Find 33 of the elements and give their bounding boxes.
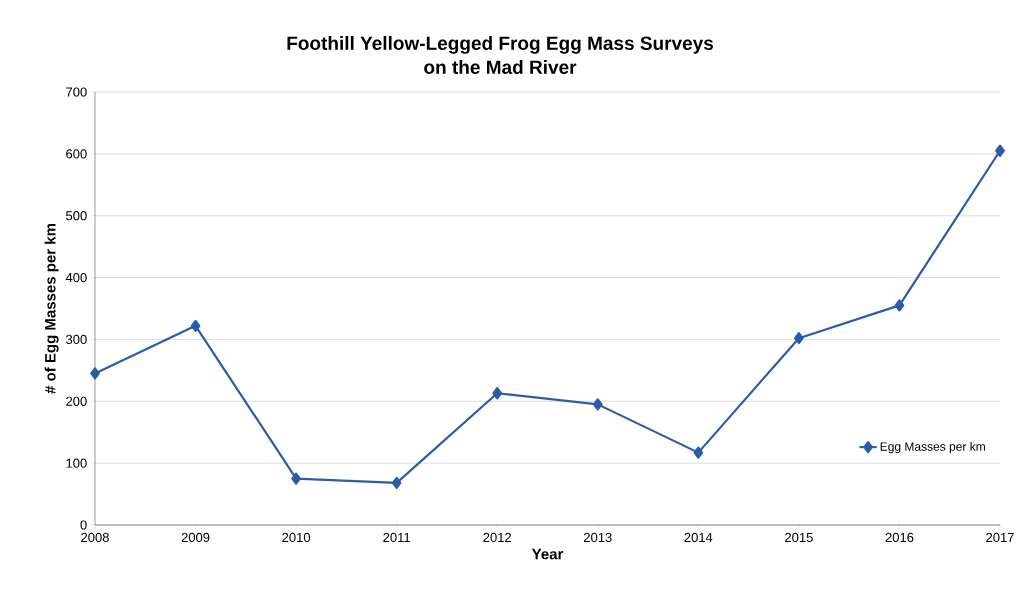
legend-label: Egg Masses per km bbox=[880, 441, 985, 454]
y-tick-label: 200 bbox=[66, 396, 87, 406]
x-axis-title: Year bbox=[531, 548, 564, 560]
y-tick-label: 300 bbox=[66, 334, 87, 345]
x-tick-label: 2015 bbox=[785, 532, 813, 542]
y-tick-label: 400 bbox=[65, 272, 87, 283]
point bbox=[90, 367, 100, 380]
point bbox=[391, 476, 402, 490]
point bbox=[995, 144, 1005, 157]
x-tick-label: 2010 bbox=[282, 532, 311, 542]
chart-title: Foothill Yellow-Legged Frog Egg Mass Surveys bbox=[287, 36, 714, 54]
y-axis-title: # of Egg Masses per km bbox=[44, 224, 59, 394]
y-tick-label: 0 bbox=[80, 520, 87, 530]
x-tick-label: 2017 bbox=[986, 532, 1014, 542]
y-tick-label: 100 bbox=[66, 458, 87, 468]
y-tick-label: 600 bbox=[66, 149, 87, 159]
x-tick-label: 2012 bbox=[483, 532, 512, 542]
point bbox=[794, 332, 804, 345]
x-tick-label: 2014 bbox=[684, 532, 713, 542]
point bbox=[592, 398, 603, 411]
point bbox=[693, 446, 704, 459]
x-tick-label: 2013 bbox=[583, 532, 612, 542]
point bbox=[190, 319, 201, 332]
x-tick-label: 2009 bbox=[181, 532, 210, 542]
chart-subtitle: on the Mad River bbox=[424, 60, 577, 74]
point bbox=[291, 472, 301, 485]
x-tick-label: 2011 bbox=[383, 532, 411, 542]
point bbox=[492, 387, 503, 400]
y-tick-label: 700 bbox=[66, 87, 87, 97]
point bbox=[894, 299, 905, 312]
x-tick-label: 2016 bbox=[885, 532, 914, 542]
y-tick-label: 500 bbox=[66, 211, 87, 221]
x-tick-label: 2008 bbox=[81, 532, 109, 542]
